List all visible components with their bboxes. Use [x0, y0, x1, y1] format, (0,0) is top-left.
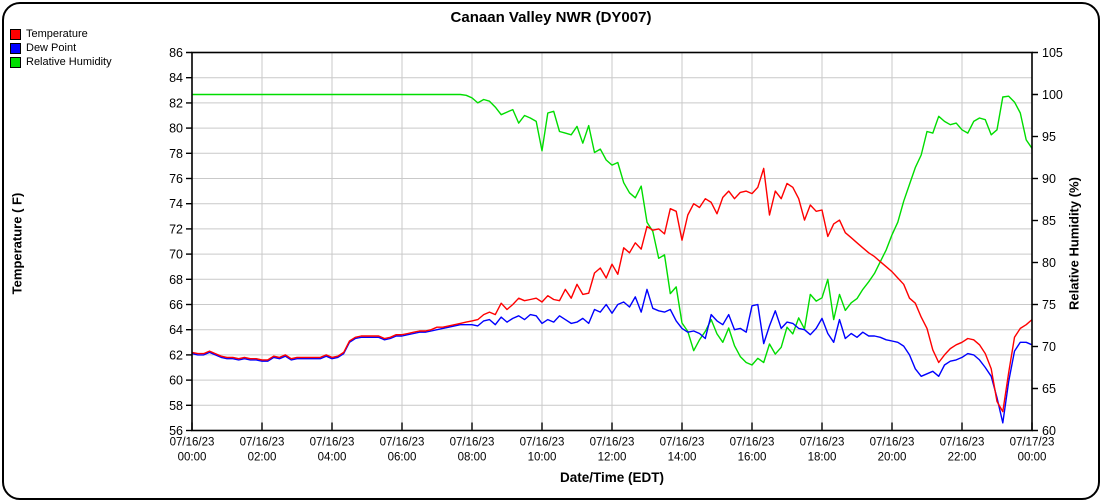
legend-label: Temperature — [26, 28, 88, 40]
x-tick-date: 07/16/23 — [660, 437, 705, 449]
legend-item-relative-humidity: Relative Humidity — [10, 55, 112, 69]
series-line-temperature — [191, 167, 1033, 413]
chart-title: Canaan Valley NWR (DY007) — [450, 9, 652, 26]
x-axis-title: Date/Time (EDT) — [559, 470, 665, 485]
y-left-tick-label: 74 — [169, 197, 183, 211]
legend-item-dew-point: Dew Point — [10, 41, 112, 55]
y-right-tick-label: 80 — [1042, 256, 1056, 270]
x-tick-date: 07/16/23 — [730, 437, 775, 449]
x-tick-date: 07/16/23 — [310, 437, 355, 449]
legend-label: Dew Point — [26, 42, 77, 54]
y-left-tick-label: 72 — [169, 222, 183, 236]
y-right-tick-label: 100 — [1042, 88, 1063, 102]
legend-swatch-icon — [10, 42, 21, 54]
y-left-tick-label: 84 — [169, 71, 183, 85]
y-left-tick-label: 56 — [169, 424, 183, 438]
y-left-tick-label: 76 — [169, 172, 183, 186]
x-tick-time: 00:00 — [178, 452, 207, 464]
x-tick-date: 07/16/23 — [590, 437, 635, 449]
y-right-tick-label: 75 — [1042, 298, 1056, 312]
y-right-tick-label: 90 — [1042, 172, 1056, 186]
y-axis-left-ticks: 86 84 82 80 78 76 74 72 70 68 66 64 62 60 58 56 — [169, 46, 192, 438]
y-right-tick-label: 60 — [1042, 424, 1056, 438]
legend-label: Relative Humidity — [26, 56, 112, 68]
legend-swatch-icon — [10, 28, 21, 40]
x-tick-date: 07/16/23 — [380, 437, 425, 449]
y-left-tick-label: 64 — [169, 323, 183, 337]
x-tick-time: 08:00 — [458, 452, 487, 464]
x-tick-date: 07/16/23 — [800, 437, 845, 449]
y-left-tick-label: 80 — [169, 122, 183, 136]
x-tick-time: 12:00 — [598, 452, 627, 464]
y-left-tick-label: 78 — [169, 147, 183, 161]
x-tick-time: 16:00 — [738, 452, 767, 464]
y-left-tick-label: 60 — [169, 374, 183, 388]
legend-swatch-icon — [10, 56, 21, 68]
plot-area: 86 84 82 80 78 76 74 72 70 68 66 64 62 60 58 56 105 100 95… — [169, 46, 1063, 464]
gridlines — [192, 52, 1032, 431]
x-axis-ticks: 07/16/23 00:00 07/16/23 02:00 07/16/23 04:00 0… — [170, 422, 1055, 464]
x-tick-time: 22:00 — [948, 452, 977, 464]
y-right-tick-label: 105 — [1042, 46, 1063, 60]
x-tick-date: 07/16/23 — [240, 437, 285, 449]
y-right-tick-label: 85 — [1042, 214, 1056, 228]
x-tick-time: 04:00 — [318, 452, 347, 464]
y-right-tick-label: 95 — [1042, 130, 1056, 144]
x-tick-time: 10:00 — [528, 452, 557, 464]
series-line-dew-point — [191, 288, 1033, 424]
y-left-tick-label: 86 — [169, 46, 183, 60]
series-line-relative-humidity — [192, 93, 1033, 366]
x-tick-time: 18:00 — [808, 452, 837, 464]
y-right-tick-label: 65 — [1042, 382, 1056, 396]
x-tick-time: 20:00 — [878, 452, 907, 464]
legend-item-temperature: Temperature — [10, 27, 112, 41]
x-tick-time: 02:00 — [248, 452, 277, 464]
x-tick-date: 07/16/23 — [940, 437, 985, 449]
x-tick-date: 07/17/23 — [1010, 437, 1055, 449]
legend: Temperature Dew Point Relative Humidity — [10, 27, 112, 69]
x-tick-time: 00:00 — [1018, 452, 1047, 464]
y-right-tick-label: 70 — [1042, 340, 1056, 354]
x-tick-time: 14:00 — [668, 452, 697, 464]
x-tick-date: 07/16/23 — [170, 437, 215, 449]
y-left-tick-label: 62 — [169, 348, 183, 362]
y-left-tick-label: 68 — [169, 273, 183, 287]
x-tick-time: 06:00 — [388, 452, 417, 464]
x-tick-date: 07/16/23 — [450, 437, 495, 449]
y-left-tick-label: 82 — [169, 96, 183, 110]
x-tick-date: 07/16/23 — [520, 437, 565, 449]
y-left-tick-label: 66 — [169, 298, 183, 312]
x-tick-date: 07/16/23 — [870, 437, 915, 449]
y-left-tick-label: 58 — [169, 399, 183, 413]
y-left-tick-label: 70 — [169, 248, 183, 262]
y-axis-right-ticks: 105 100 95 90 85 80 75 70 65 60 — [1032, 46, 1063, 438]
